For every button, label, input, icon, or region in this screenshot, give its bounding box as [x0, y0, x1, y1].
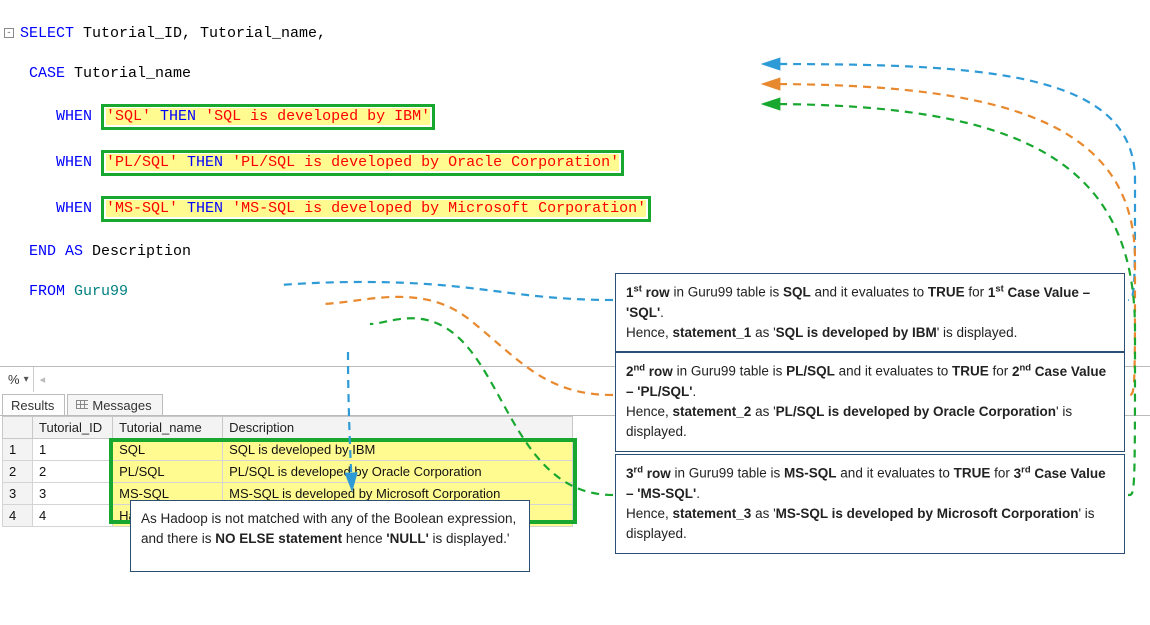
row-number: 2: [3, 461, 33, 483]
column-header[interactable]: Description: [223, 417, 573, 439]
kw-as: AS: [56, 243, 92, 260]
kw-when-3: WHEN: [56, 200, 101, 217]
kw-select: SELECT: [20, 25, 74, 42]
table-row[interactable]: 11SQLSQL is developed by IBM: [3, 439, 573, 461]
cell: SQL is developed by IBM: [223, 439, 573, 461]
when2-result: 'PL/SQL is developed by Oracle Corporati…: [232, 154, 619, 171]
cell: SQL: [113, 439, 223, 461]
tab-messages[interactable]: Messages: [67, 394, 162, 415]
alias-description: Description: [92, 243, 191, 260]
when1-value: 'SQL': [106, 108, 151, 125]
when-box-2: 'PL/SQL' THEN 'PL/SQL is developed by Or…: [101, 150, 624, 176]
annotation-row1: 1st row in Guru99 table is SQL and it ev…: [615, 273, 1125, 352]
kw-then-1: THEN: [151, 108, 205, 125]
table-name: Guru99: [65, 283, 128, 300]
when1-result: 'SQL is developed by IBM': [205, 108, 430, 125]
row-number: 1: [3, 439, 33, 461]
row-number: 3: [3, 483, 33, 505]
kw-then-3: THEN: [178, 200, 232, 217]
when-box-3: 'MS-SQL' THEN 'MS-SQL is developed by Mi…: [101, 196, 651, 222]
when3-result: 'MS-SQL is developed by Microsoft Corpor…: [232, 200, 646, 217]
annotation-row2: 2nd row in Guru99 table is PL/SQL and it…: [615, 352, 1125, 452]
kw-from: FROM: [29, 283, 65, 300]
cell: 4: [33, 505, 113, 527]
tab-results[interactable]: Results: [2, 394, 65, 415]
zoom-label: %: [8, 372, 20, 387]
when3-value: 'MS-SQL': [106, 200, 178, 217]
row-number: 4: [3, 505, 33, 527]
cell: 3: [33, 483, 113, 505]
annot-text: is displayed.': [429, 531, 510, 546]
grid-icon: [76, 400, 88, 412]
cell: PL/SQL is developed by Oracle Corporatio…: [223, 461, 573, 483]
scroll-left-icon[interactable]: ◂: [40, 373, 46, 386]
annotation-row3: 3rd row in Guru99 table is MS-SQL and it…: [615, 454, 1125, 554]
tab-messages-label: Messages: [92, 398, 151, 413]
column-header[interactable]: [3, 417, 33, 439]
tab-results-label: Results: [11, 398, 54, 413]
column-header[interactable]: Tutorial_name: [113, 417, 223, 439]
annot-text: hence: [342, 531, 386, 546]
zoom-level[interactable]: %▾: [4, 367, 34, 392]
cell: PL/SQL: [113, 461, 223, 483]
annot-bold: NO ELSE statement: [215, 531, 342, 546]
select-columns: Tutorial_ID, Tutorial_name,: [74, 25, 326, 42]
kw-then-2: THEN: [178, 154, 232, 171]
kw-when-2: WHEN: [56, 154, 101, 171]
cell: 1: [33, 439, 113, 461]
kw-when-1: WHEN: [56, 108, 101, 125]
when-box-1: 'SQL' THEN 'SQL is developed by IBM': [101, 104, 435, 130]
table-row[interactable]: 22PL/SQLPL/SQL is developed by Oracle Co…: [3, 461, 573, 483]
when2-value: 'PL/SQL': [106, 154, 178, 171]
annotation-hadoop: As Hadoop is not matched with any of the…: [130, 500, 530, 572]
column-header[interactable]: Tutorial_ID: [33, 417, 113, 439]
fold-marker-icon[interactable]: -: [4, 28, 14, 38]
annot-bold: 'NULL': [386, 531, 428, 546]
kw-case: CASE: [29, 65, 65, 82]
chevron-down-icon[interactable]: ▾: [24, 374, 29, 385]
cell: 2: [33, 461, 113, 483]
case-expression: Tutorial_name: [65, 65, 191, 82]
kw-end: END: [29, 243, 56, 260]
